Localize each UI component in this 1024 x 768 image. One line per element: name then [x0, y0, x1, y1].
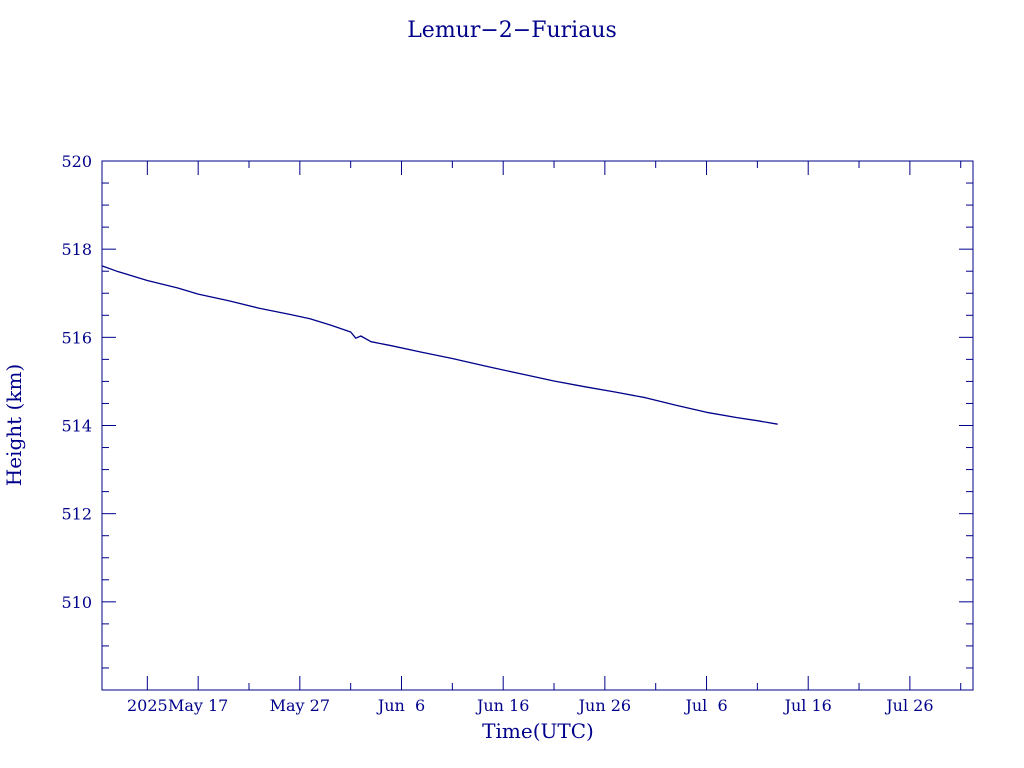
x-tick-label: Jul 26: [884, 696, 933, 715]
series-line: [101, 265, 778, 425]
x-tick-label: 2025: [127, 696, 168, 715]
x-axis-label: Time(UTC): [482, 719, 594, 743]
x-tick-label: Jun 26: [577, 696, 631, 715]
x-tick-label: Jul 16: [783, 696, 832, 715]
y-tick-label: 514: [61, 417, 92, 436]
x-tick-label: Jul 6: [683, 696, 727, 715]
y-tick-label: 518: [61, 240, 92, 259]
y-tick-label: 520: [61, 152, 92, 171]
y-tick-label: 516: [61, 328, 92, 347]
y-axis-label: Height (km): [2, 364, 26, 486]
chart-title: Lemur−2−Furiaus: [407, 18, 617, 43]
y-tick-label: 510: [61, 593, 92, 612]
x-tick-label: May 17: [168, 696, 228, 715]
axis-ticks: [102, 160, 973, 691]
x-tick-labels: 2025 May 17 May 27 Jun 6 Jun 16 Jun 26 Jul 6 Ju…: [127, 696, 934, 715]
y-tick-labels: 510 512 514 516 518 520: [61, 152, 92, 612]
x-tick-label: May 27: [270, 696, 330, 715]
x-tick-label: Jun 16: [475, 696, 529, 715]
plot-frame: [101, 160, 974, 691]
x-tick-label: Jun 6: [376, 696, 425, 715]
y-tick-label: 512: [61, 505, 92, 524]
series-group: [101, 265, 778, 425]
